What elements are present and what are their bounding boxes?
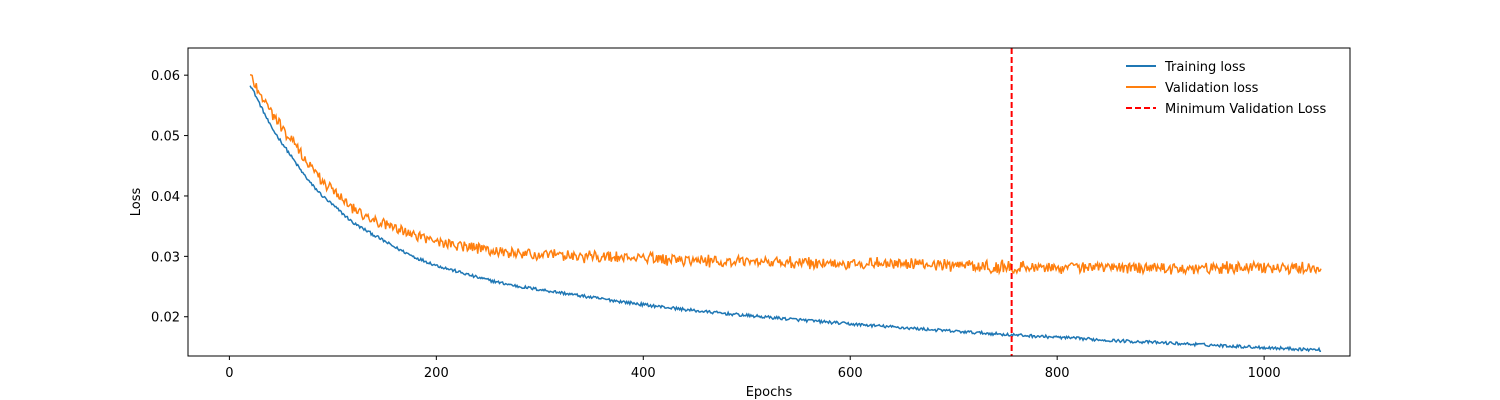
legend-label-validation-loss: Validation loss	[1165, 81, 1259, 96]
plot-area	[249, 48, 1322, 356]
x-tick-label: 800	[1045, 366, 1070, 381]
legend-label-minimum-validation-loss: Minimum Validation Loss	[1165, 102, 1326, 117]
y-axis-title: Loss	[129, 188, 144, 217]
legend-label-training-loss: Training loss	[1164, 60, 1246, 75]
x-tick-label: 600	[838, 366, 863, 381]
x-tick-label: 200	[424, 366, 449, 381]
y-axis-ticks: 0.02 0.03 0.04 0.05 0.06	[151, 69, 188, 326]
y-tick-label: 0.04	[151, 190, 180, 205]
x-tick-label: 0	[225, 366, 233, 381]
series-layer	[249, 74, 1322, 353]
x-tick-label: 1000	[1248, 366, 1281, 381]
x-axis-title: Epochs	[746, 385, 793, 400]
legend: Training loss Validation loss Minimum Va…	[1126, 60, 1326, 117]
axes-frame	[187, 47, 1351, 357]
y-tick-label: 0.05	[151, 130, 180, 145]
y-tick-label: 0.02	[151, 311, 180, 326]
y-tick-label: 0.03	[151, 250, 180, 265]
x-axis-ticks: 0 200 400 600 800 1000	[225, 356, 1281, 381]
y-tick-label: 0.06	[151, 69, 180, 84]
series-line-training-loss	[249, 85, 1322, 353]
x-tick-label: 400	[631, 366, 656, 381]
series-line-validation-loss	[249, 74, 1322, 276]
